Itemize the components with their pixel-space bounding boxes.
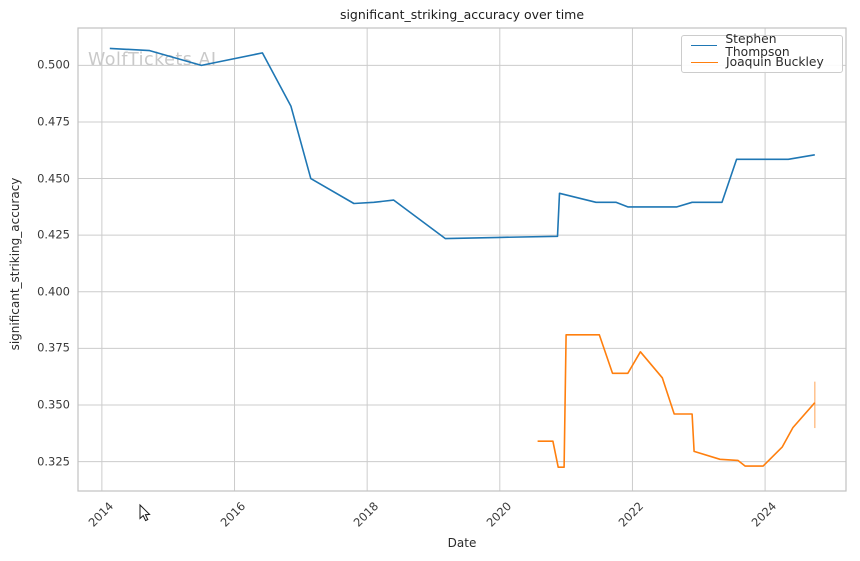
series-line-joaquin-buckley [537,333,816,469]
y-tick-label: 0.500 [37,58,70,73]
legend: Stephen Thompson Joaquin Buckley [681,33,843,73]
y-axis-label: significant_striking_accuracy [8,177,22,351]
y-tick-label: 0.325 [37,454,70,469]
y-tick-label: 0.400 [37,284,70,299]
mouse-cursor-icon [139,503,151,522]
legend-label: Stephen Thompson [725,32,790,59]
legend-item-joaquin-buckley: Joaquin Buckley [682,54,842,71]
y-tick-label: 0.425 [37,227,70,242]
y-tick-label: 0.450 [37,171,70,186]
chart-title: significant_striking_accuracy over time [339,7,585,22]
series-line-stephen-thompson [109,47,815,240]
legend-item-stephen-thompson: Stephen Thompson [682,33,842,58]
y-tick-label: 0.350 [37,397,70,412]
legend-line-swatch-blue [691,45,718,46]
y-tick-label: 0.475 [37,114,70,129]
plot-border [77,27,847,492]
y-tick-label: 0.375 [37,341,70,356]
legend-label: Joaquin Buckley [726,55,824,70]
legend-line-swatch-orange [691,62,718,63]
x-axis-label: Date [447,536,477,550]
